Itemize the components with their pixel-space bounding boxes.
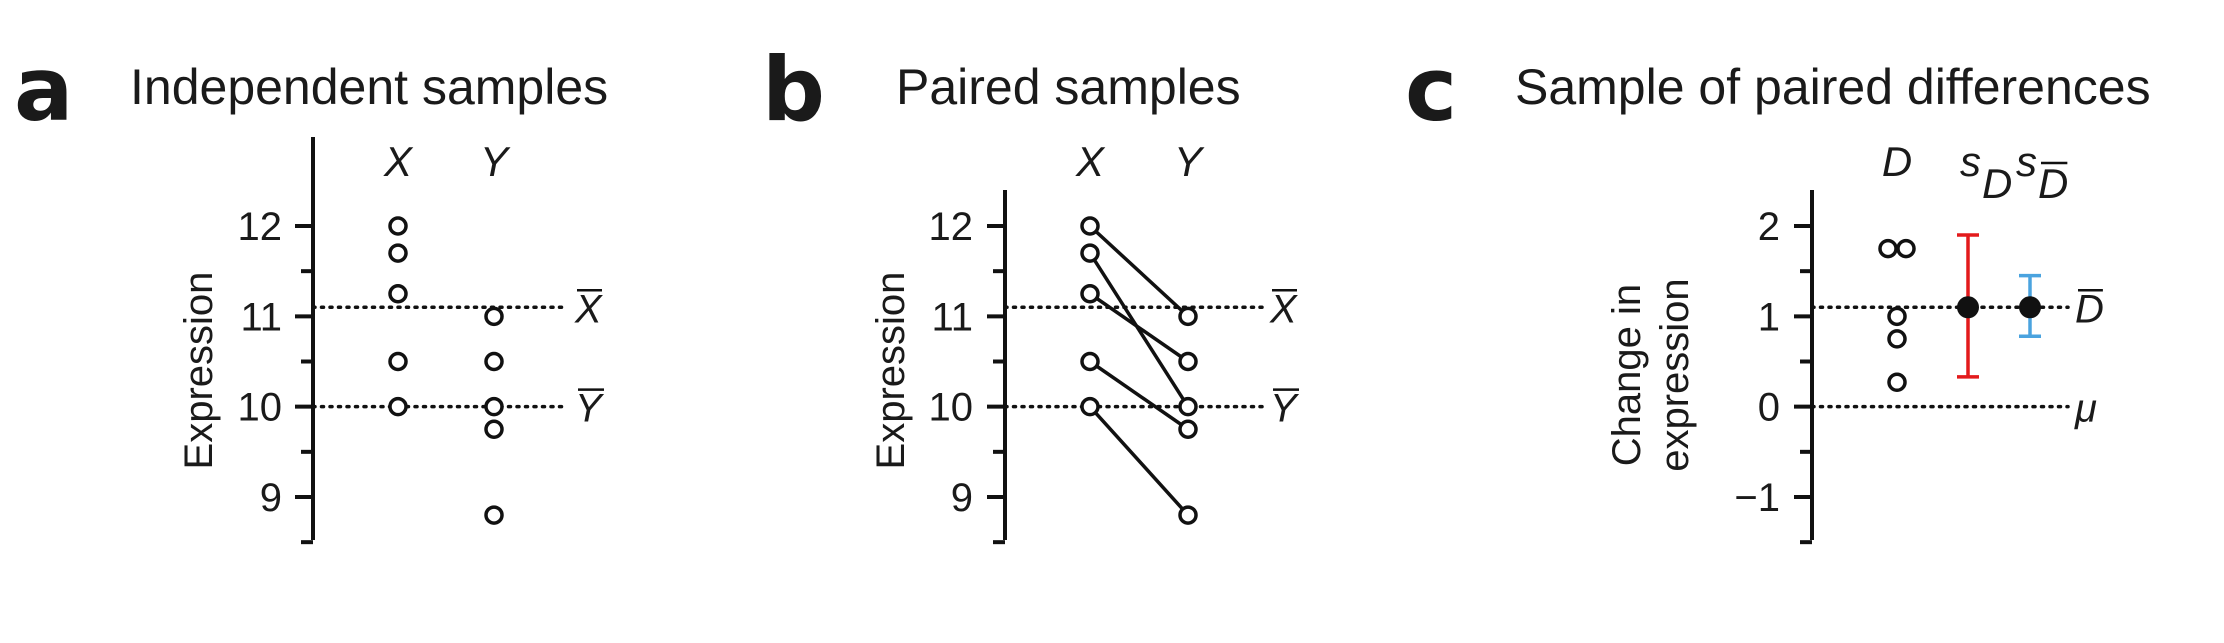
mean-label: Y: [575, 387, 605, 431]
y-axis-label-line: expression: [1653, 278, 1697, 471]
x-data-point: [388, 243, 408, 263]
column-header: Y: [1174, 138, 1205, 185]
y-data-point: [484, 419, 504, 439]
chart-title: Paired samples: [896, 59, 1241, 115]
difference-point: [1896, 238, 1916, 259]
reference-label: μ: [2074, 387, 2097, 431]
column-header: X: [1075, 138, 1106, 185]
mean-label: X: [1269, 287, 1298, 331]
panel-c: c Sample of paired differences Change in ex…: [1405, 38, 2151, 545]
mean-point: [1957, 296, 1979, 319]
mean-point: [2019, 296, 2041, 319]
y-tick-label: −1: [1734, 476, 1780, 520]
panel-a: a Independent samples Expression 9 10 11 12 X Y X…: [14, 38, 608, 545]
y-tick-label: 1: [1758, 295, 1780, 339]
x-data-point: [1080, 216, 1100, 236]
panel-letter: c: [1405, 38, 1457, 141]
difference-point: [1887, 306, 1907, 327]
difference-point: [1878, 238, 1898, 259]
y-data-point: [484, 396, 504, 417]
y-tick-label: 9: [260, 476, 282, 520]
pair-connector-line: [1088, 224, 1190, 318]
y-tick-label: 11: [240, 295, 282, 339]
chart-title: Independent samples: [130, 59, 608, 115]
panel-letter: a: [14, 38, 73, 141]
y-data-point: [1178, 306, 1198, 327]
mean-label: Y: [1270, 387, 1300, 431]
y-tick-label: 12: [238, 205, 283, 249]
column-header: D: [1882, 138, 1912, 185]
chart-title: Sample of paired differences: [1515, 59, 2151, 115]
y-tick-label: 11: [931, 295, 973, 339]
y-axis-label: Expression: [869, 272, 913, 470]
x-data-point: [1080, 351, 1100, 372]
column-header-subscript: D: [2038, 160, 2068, 207]
y-axis-label: Change in expression: [1605, 278, 1697, 471]
y-data-point: [1178, 419, 1198, 439]
x-data-point: [1080, 284, 1100, 304]
pair-connector-line: [1089, 360, 1189, 431]
panel-letter: b: [762, 38, 825, 141]
column-header: s: [2016, 138, 2037, 185]
reference-label: D: [2075, 287, 2104, 331]
pair-connector-line: [1089, 292, 1189, 363]
y-data-point: [484, 505, 504, 525]
y-tick-label: 10: [929, 386, 974, 430]
column-header-subscript: D: [1982, 160, 2012, 207]
x-data-point: [388, 284, 408, 304]
pair-connector-line: [1088, 252, 1190, 408]
y-tick-label: 0: [1758, 386, 1780, 430]
x-data-point: [388, 216, 408, 236]
y-tick-label: 2: [1758, 205, 1780, 249]
difference-point: [1887, 372, 1907, 393]
y-axis-label-line: Change in: [1605, 284, 1649, 466]
x-data-point: [388, 396, 408, 417]
column-header: Y: [480, 138, 511, 185]
column-header: s: [1960, 138, 1981, 185]
y-tick-label: 9: [951, 476, 973, 520]
y-tick-label: 10: [238, 386, 283, 430]
pair-connector-line: [1088, 405, 1190, 517]
x-data-point: [1080, 243, 1100, 263]
y-data-point: [1178, 351, 1198, 372]
y-data-point: [484, 306, 504, 327]
y-axis-label: Expression: [177, 272, 221, 470]
y-data-point: [1178, 396, 1198, 417]
y-data-point: [484, 351, 504, 372]
x-data-point: [1080, 396, 1100, 417]
mean-label: X: [574, 287, 603, 331]
y-data-point: [1178, 505, 1198, 525]
x-data-point: [388, 351, 408, 372]
panel-b: b Paired samples Expression 9 10 11 12 X Y X Y: [762, 38, 1300, 545]
difference-point: [1887, 329, 1907, 349]
column-header: X: [383, 138, 414, 185]
y-tick-label: 12: [929, 205, 974, 249]
